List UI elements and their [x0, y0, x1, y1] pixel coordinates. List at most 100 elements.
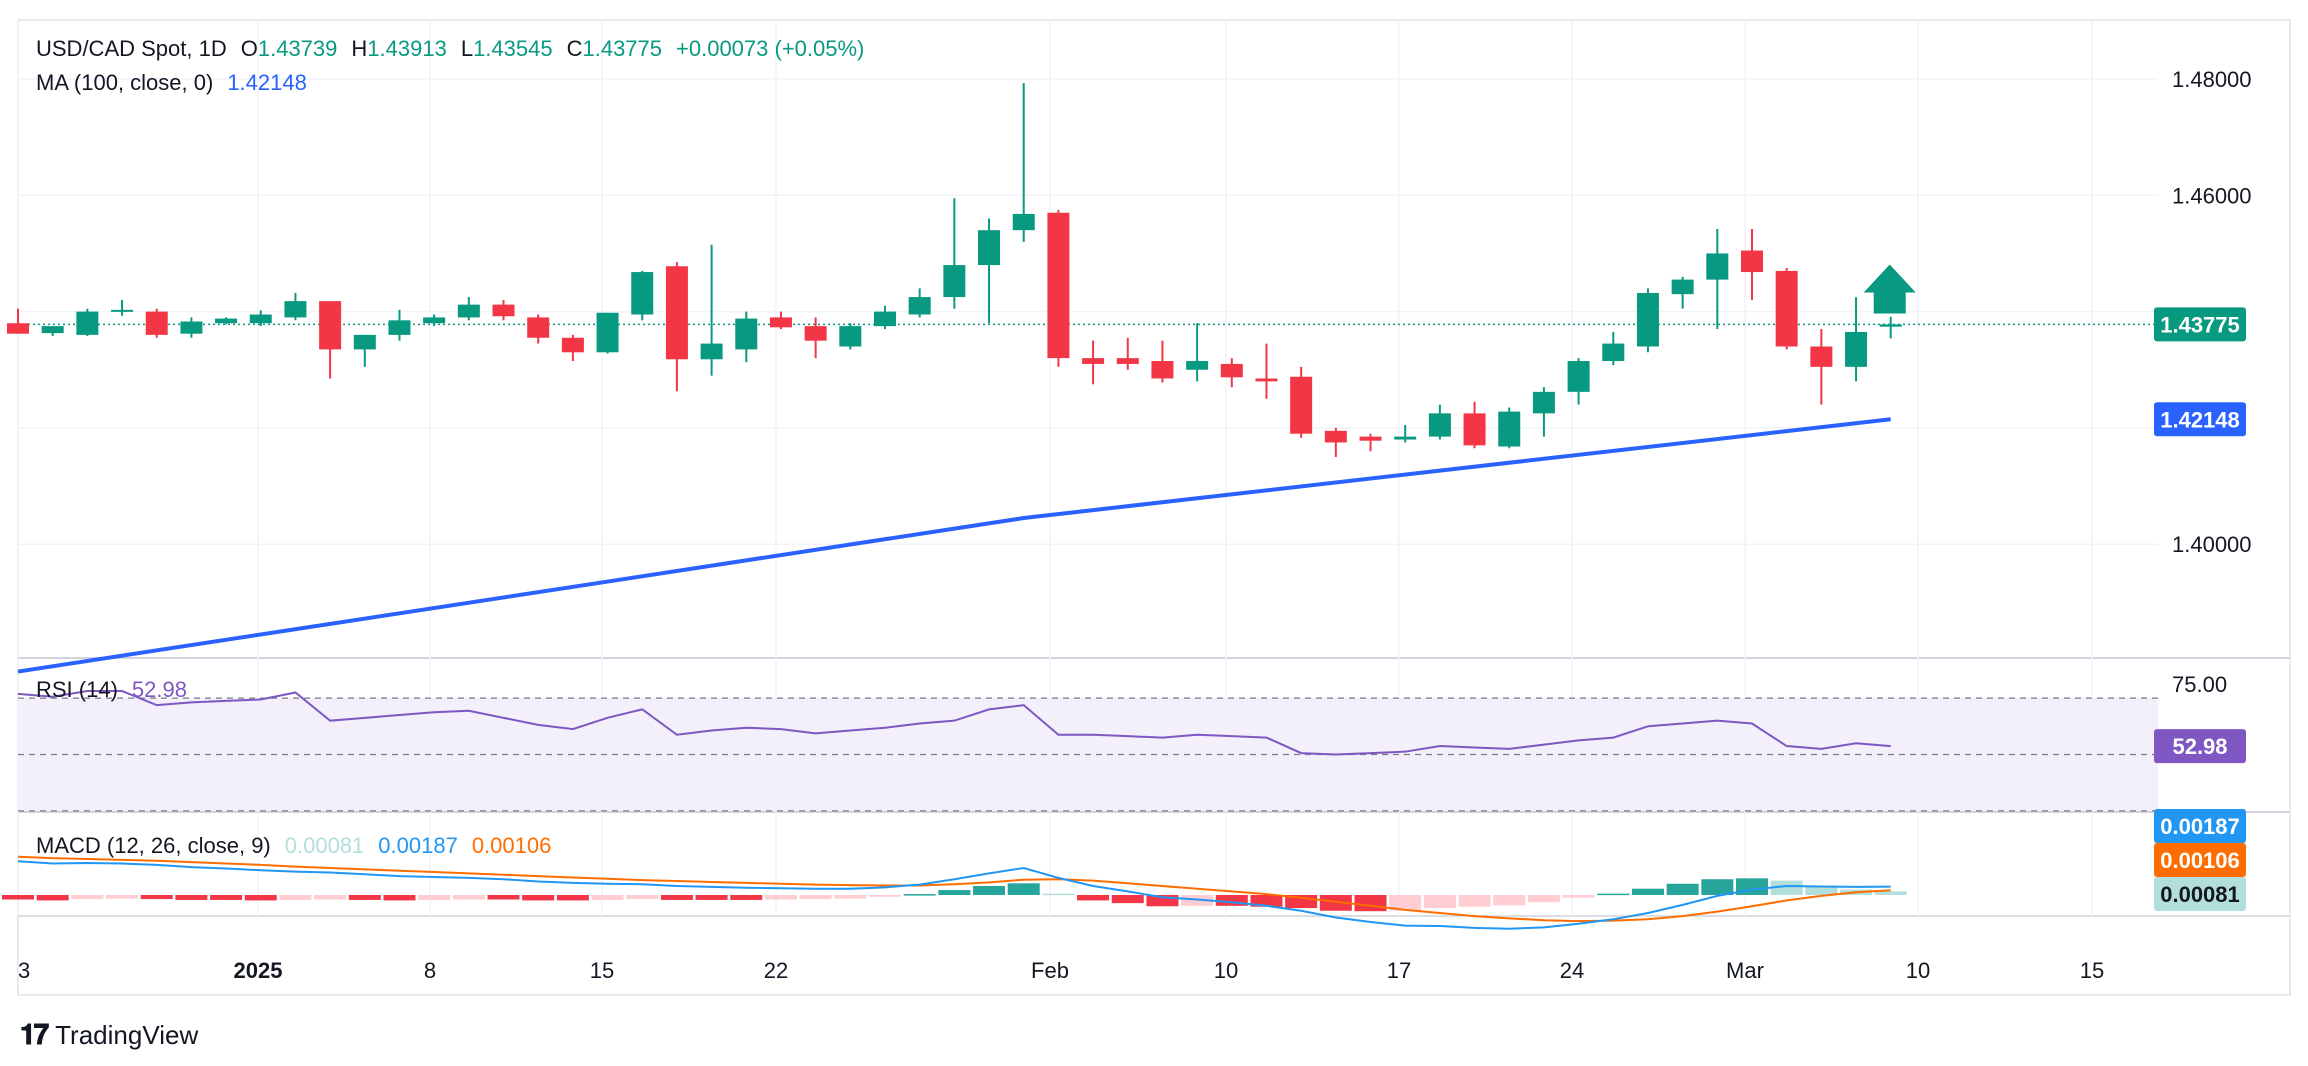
- macd-histogram-bar: [348, 895, 381, 900]
- macd-histogram-bar: [279, 895, 312, 900]
- candle-body: [1636, 292, 1659, 347]
- macd-histogram-bar: [1597, 893, 1630, 896]
- candle-body: [492, 304, 515, 317]
- candle-body: [1255, 378, 1278, 382]
- candle-body: [249, 314, 272, 324]
- rsi-legend-value: 52.98: [131, 677, 187, 702]
- macd-legend[interactable]: MACD (12, 26, close, 9) 0.00081 0.00187 0.0…: [36, 833, 565, 859]
- candle-body: [631, 272, 654, 315]
- macd-histogram-bar: [106, 895, 139, 899]
- candle-body: [908, 297, 931, 315]
- candle-body: [1532, 391, 1555, 414]
- macd-histogram-bar: [695, 895, 728, 900]
- x-tick-label: 10: [1214, 958, 1238, 983]
- macd-histogram-bar: [210, 895, 243, 900]
- candle-body: [423, 317, 446, 324]
- macd-histogram-bar: [175, 895, 208, 900]
- candle-body: [76, 311, 99, 335]
- x-tick-label: 2025: [234, 958, 283, 983]
- hist-badge: 0.00081: [2160, 882, 2240, 907]
- candle-body: [561, 337, 584, 353]
- candle-body: [1810, 346, 1833, 367]
- y-tick-label: 1.48000: [2172, 67, 2252, 92]
- ma-legend-label: MA (100, close, 0): [36, 70, 214, 95]
- ma-legend[interactable]: MA (100, close, 0) 1.42148: [36, 70, 321, 96]
- macd-histogram-bar: [764, 895, 797, 900]
- macd-histogram-bar: [799, 895, 832, 900]
- candle-body: [111, 309, 134, 312]
- macd-legend-label: MACD (12, 26, close, 9): [36, 833, 271, 858]
- macd-histogram-bar: [1389, 895, 1422, 911]
- macd-histogram-bar: [244, 895, 277, 901]
- signal-badge: 0.00106: [2160, 848, 2240, 873]
- macd-histogram-bar: [1423, 895, 1456, 909]
- candle-body: [1324, 430, 1347, 443]
- candle-body: [319, 301, 342, 350]
- macd-histogram-bar: [487, 895, 520, 900]
- hist-badge-bg: [2154, 877, 2246, 911]
- rsi-tick-label: 75.00: [2172, 672, 2227, 697]
- candle-body: [41, 326, 64, 334]
- candle-body: [1567, 361, 1590, 392]
- x-tick-label: 8: [424, 958, 436, 983]
- candle-body: [804, 326, 827, 341]
- macd-histogram-bar: [730, 895, 763, 900]
- macd-histogram-bar: [383, 895, 416, 901]
- candle-body: [1879, 324, 1902, 327]
- x-tick-label: 3: [18, 958, 30, 983]
- y-tick-label: 1.46000: [2172, 183, 2252, 208]
- macd-histogram-bar: [2, 895, 34, 900]
- macd-histogram-bar: [1319, 895, 1352, 911]
- rsi-legend[interactable]: RSI (14) 52.98: [36, 677, 201, 703]
- rsi-line: [17, 690, 1891, 756]
- x-tick-label: 22: [764, 958, 788, 983]
- signal-badge-bg: [2154, 843, 2246, 877]
- macd-histogram-bar: [938, 890, 971, 895]
- ma-price-badge-bg: [2154, 402, 2246, 437]
- macd-histogram-bar: [869, 895, 901, 897]
- macd-legend-signal: 0.00106: [471, 833, 552, 858]
- macd-histogram-bar: [834, 895, 867, 899]
- brand-name: TradingView: [55, 1020, 199, 1050]
- macd-histogram-bar: [1146, 895, 1179, 907]
- candle-body: [596, 312, 619, 353]
- tradingview-brand[interactable]: 𝟏𝟕 TradingView: [20, 1019, 198, 1052]
- candle-body: [180, 321, 203, 334]
- macd-histogram-bar: [1805, 885, 1838, 895]
- macd-signal-line: [17, 855, 1891, 923]
- macd-legend-hist: 0.00081: [284, 833, 365, 858]
- candle-body: [215, 318, 238, 324]
- macd-histogram-bar: [660, 895, 693, 900]
- macd-histogram-bar: [140, 895, 173, 900]
- candle-body: [1116, 358, 1139, 364]
- macd-histogram-bar: [1701, 879, 1734, 895]
- macd-histogram-bar: [973, 886, 1006, 895]
- macd-histogram-bar: [1354, 895, 1387, 912]
- macd-badge-bg: [2154, 809, 2246, 843]
- candle-body: [527, 317, 550, 338]
- macd-line: [17, 860, 1891, 930]
- open-label: O: [240, 36, 258, 61]
- macd-histogram-bar: [1250, 895, 1283, 907]
- macd-histogram-bar: [418, 895, 451, 900]
- rsi-badge-bg: [2154, 729, 2246, 764]
- macd-histogram-bar: [1111, 895, 1144, 904]
- low-label: L: [460, 36, 474, 61]
- candle-body: [388, 320, 411, 335]
- candle-body: [1775, 270, 1798, 347]
- ma-price-badge: 1.42148: [2160, 407, 2240, 432]
- ma-legend-value: 1.42148: [227, 70, 307, 95]
- candle-body: [943, 265, 966, 298]
- last-price-badge: 1.43775: [2160, 312, 2240, 337]
- low-value: 1.43545: [473, 36, 553, 61]
- last-price-badge-bg: [2154, 307, 2246, 342]
- macd-histogram-bar: [452, 895, 485, 900]
- candle-body: [1671, 279, 1694, 295]
- macd-histogram-bar: [522, 895, 555, 901]
- macd-histogram-bar: [71, 895, 104, 900]
- candle-body: [1845, 331, 1868, 367]
- macd-histogram-bar: [36, 895, 69, 901]
- up-arrow-icon: [1863, 264, 1916, 314]
- macd-histogram-bar: [1077, 895, 1110, 901]
